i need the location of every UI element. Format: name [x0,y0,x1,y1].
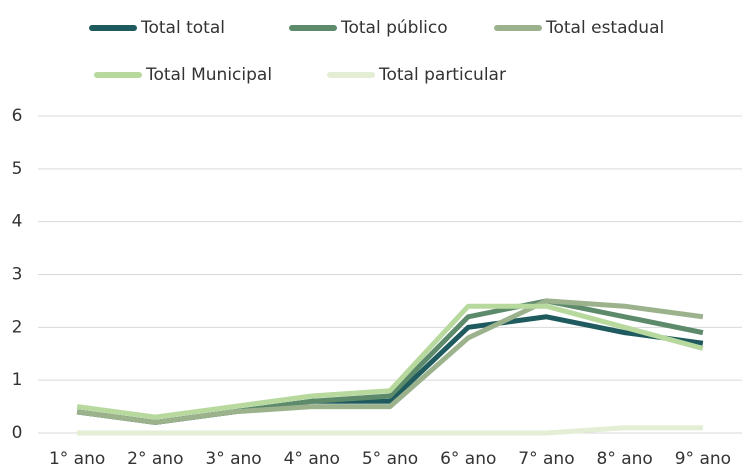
y-tick-label: 6 [12,106,23,126]
y-tick-label: 0 [12,423,23,443]
x-tick-label: 9° ano [675,449,731,469]
x-tick-label: 1° ano [49,449,105,469]
y-tick-label: 3 [12,265,23,285]
x-tick-label: 5° ano [362,449,418,469]
y-tick-label: 4 [12,212,23,232]
legend-label: Total total [140,18,225,38]
legend-label: Total particular [378,65,506,85]
x-tick-label: 3° ano [205,449,261,469]
legend-label: Total Municipal [145,65,272,85]
series-line [76,298,704,425]
x-tick-label: 2° ano [127,449,183,469]
legend-label: Total público [340,18,448,38]
series-line [76,303,704,420]
x-tick-label: 4° ano [284,449,340,469]
x-tick-label: 6° ano [440,449,496,469]
x-tick-label: 8° ano [597,449,653,469]
y-tick-label: 5 [12,159,23,179]
y-tick-label: 1 [12,370,23,390]
series-line [77,425,703,436]
legend-label: Total estadual [545,18,664,38]
x-tick-label: 7° ano [518,449,574,469]
y-tick-label: 2 [12,317,23,337]
